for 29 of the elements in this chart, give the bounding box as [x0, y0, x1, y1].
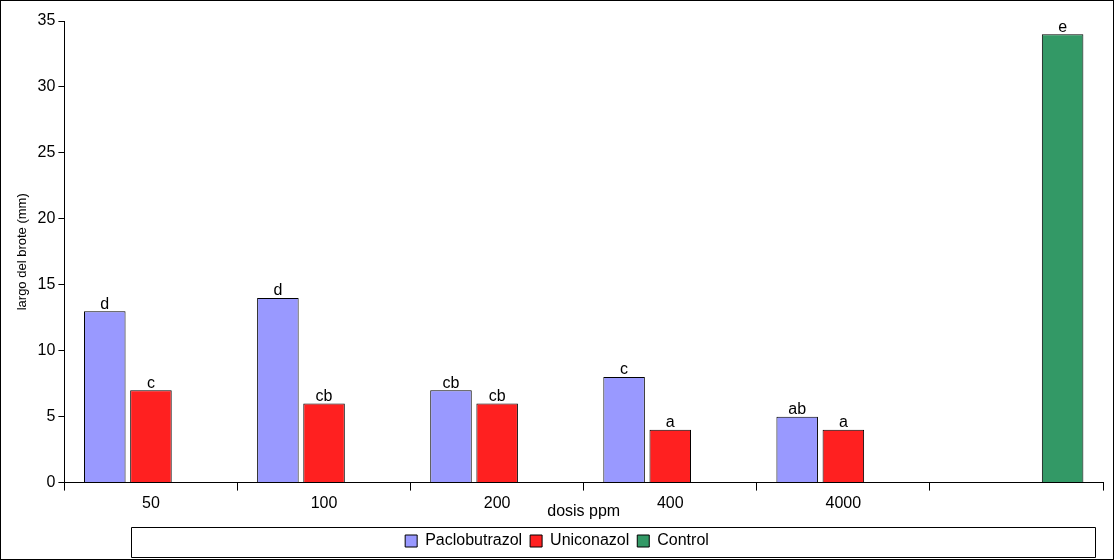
data-label: a	[665, 413, 675, 431]
data-label: a	[838, 413, 848, 431]
legend-label: Control	[657, 531, 709, 549]
y-tick-label: 20	[37, 209, 56, 227]
data-label: ab	[788, 400, 807, 418]
data-label: cb	[442, 373, 460, 391]
data-label: cb	[488, 386, 506, 404]
x-tick-label: 200	[483, 493, 511, 511]
legend-label: Paclobutrazol	[425, 531, 523, 549]
x-tick-label: 50	[142, 493, 160, 511]
y-tick-label: 5	[46, 407, 56, 425]
y-tick-label: 0	[46, 473, 56, 491]
legend-label: Uniconazol	[550, 531, 630, 549]
y-tick-label: 30	[37, 77, 56, 95]
x-axis-title: dosis ppm	[547, 501, 621, 519]
y-tick-label: 10	[37, 341, 56, 359]
data-label: c	[620, 360, 629, 378]
y-tick-label: 35	[37, 11, 56, 29]
data-label: e	[1058, 17, 1068, 35]
data-label: c	[146, 373, 155, 391]
x-tick-label: 4000	[825, 493, 862, 511]
x-tick-label: 100	[310, 493, 338, 511]
data-label: d	[100, 294, 110, 312]
y-tick-label: 25	[37, 143, 56, 161]
y-axis-title: largo del brote (mm)	[14, 193, 30, 311]
y-tick-label: 15	[37, 275, 56, 293]
data-label: d	[273, 281, 283, 299]
data-label: cb	[315, 386, 333, 404]
x-tick-label: 400	[656, 493, 684, 511]
